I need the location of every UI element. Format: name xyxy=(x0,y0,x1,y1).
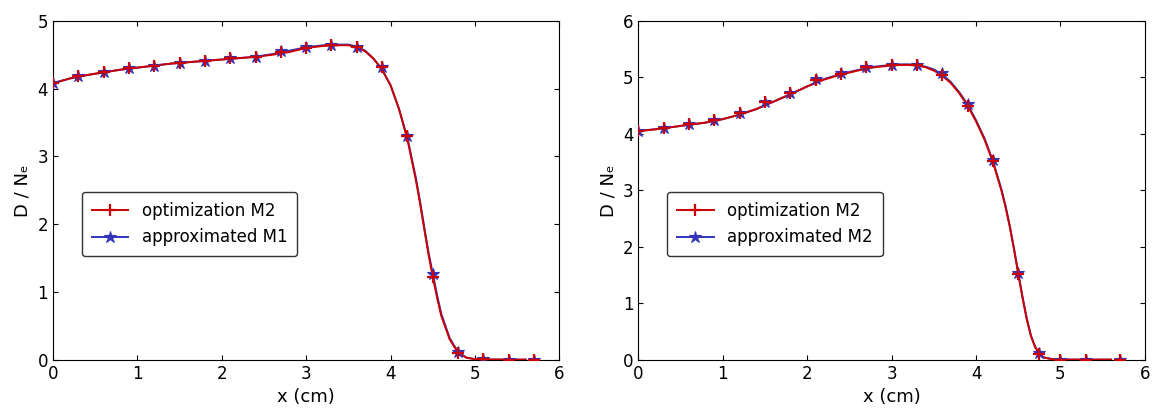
Legend: optimization M2, approximated M2: optimization M2, approximated M2 xyxy=(667,192,882,257)
Y-axis label: D / Nₑ: D / Nₑ xyxy=(599,164,617,217)
Legend: optimization M2, approximated M1: optimization M2, approximated M1 xyxy=(81,192,297,257)
X-axis label: x (cm): x (cm) xyxy=(863,388,921,406)
X-axis label: x (cm): x (cm) xyxy=(277,388,335,406)
Y-axis label: D / Nₑ: D / Nₑ xyxy=(14,164,31,217)
